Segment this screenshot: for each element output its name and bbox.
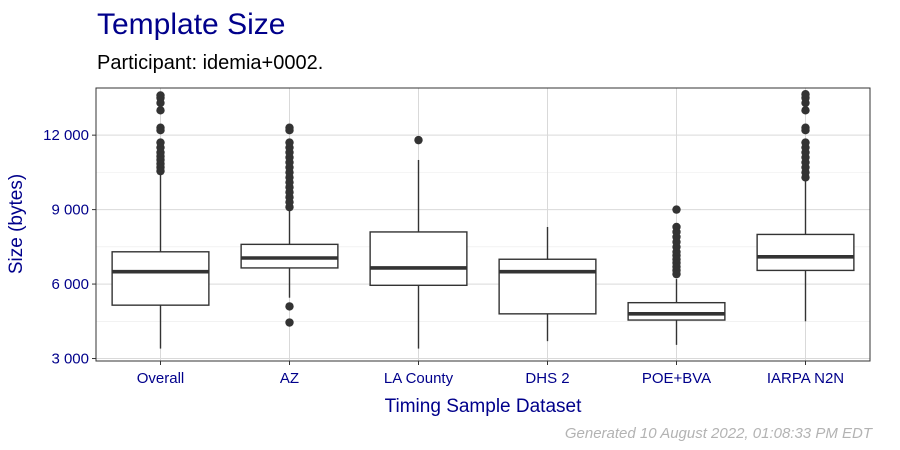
x-tick-label: POE+BVA <box>642 370 711 387</box>
box-iarpa-n2n <box>756 90 855 322</box>
box-overall <box>111 91 210 349</box>
y-axis: 3 000 6 000 9 000 12 000 <box>43 127 96 368</box>
y-tick-label: 9 000 <box>51 202 89 219</box>
iqr-box <box>756 233 855 272</box>
chart-subtitle: Participant: idemia+0002. <box>97 52 324 74</box>
box-la-county <box>369 135 468 349</box>
outlier-point <box>801 138 810 147</box>
outlier-point <box>801 90 810 99</box>
outlier-point <box>672 222 681 232</box>
iqr-box <box>627 301 726 321</box>
iqr-box <box>498 258 597 315</box>
y-tick-label: 3 000 <box>51 351 89 368</box>
outlier-point <box>285 302 294 311</box>
outlier-point <box>285 123 294 132</box>
box-series <box>111 90 855 349</box>
iqr-box <box>369 231 468 287</box>
box-dhs-2 <box>498 226 597 342</box>
x-tick-label: Overall <box>137 370 185 387</box>
outlier-point <box>801 106 810 115</box>
iqr-box <box>240 243 339 269</box>
outlier-point <box>156 138 165 147</box>
outlier-point <box>414 135 423 145</box>
x-tick-label: AZ <box>280 370 299 387</box>
grid-lines <box>96 88 870 361</box>
y-tick-label: 12 000 <box>43 127 89 144</box>
x-tick-label: DHS 2 <box>525 370 569 387</box>
x-tick-label: IARPA N2N <box>767 370 844 387</box>
x-axis-label: Timing Sample Dataset <box>385 396 582 417</box>
outlier-point <box>672 205 681 214</box>
outlier-point <box>156 91 165 100</box>
outlier-point <box>156 106 165 115</box>
box-az <box>240 123 339 327</box>
outlier-point <box>285 138 294 147</box>
box-poe-bva <box>627 205 726 345</box>
panel-border <box>95 87 871 362</box>
outlier-point <box>801 123 810 132</box>
outlier-point <box>156 123 165 132</box>
y-axis-label: Size (bytes) <box>6 174 27 274</box>
iqr-box <box>111 251 210 306</box>
generated-timestamp: Generated 10 August 2022, 01:08:33 PM ED… <box>564 425 872 442</box>
x-axis: Overall AZ LA County DHS 2 POE+BVA IARPA N2N <box>137 361 844 387</box>
y-tick-label: 6 000 <box>51 276 89 293</box>
chart-title: Template Size <box>97 8 286 41</box>
x-tick-label: LA County <box>384 370 454 387</box>
outlier-point <box>285 318 294 327</box>
